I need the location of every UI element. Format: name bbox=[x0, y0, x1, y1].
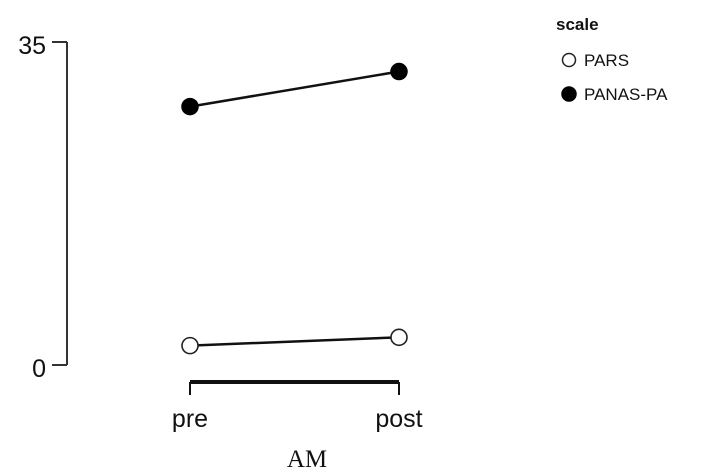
y-tick-label-top: 35 bbox=[18, 32, 46, 60]
series-layer bbox=[181, 62, 408, 355]
legend: scale PARS PANAS-PA bbox=[556, 15, 668, 104]
y-tick-label-bottom: 0 bbox=[32, 355, 46, 383]
series-line-panas-pa bbox=[189, 70, 400, 108]
data-point-pars-pre bbox=[181, 336, 199, 355]
data-point-panas-pa-pre bbox=[181, 97, 199, 116]
x-axis-title: AM bbox=[287, 446, 327, 473]
legend-label-pars: PARS bbox=[584, 51, 629, 70]
x-axis: pre post AM bbox=[172, 380, 423, 473]
legend-title: scale bbox=[556, 15, 599, 34]
data-point-panas-pa-post bbox=[390, 62, 408, 81]
x-tick-label-pre: pre bbox=[172, 405, 208, 433]
legend-marker-pars bbox=[561, 52, 577, 68]
y-axis: 35 0 bbox=[18, 32, 68, 383]
x-tick-label-post: post bbox=[375, 405, 422, 433]
series-line-pars bbox=[189, 336, 400, 347]
data-point-pars-post bbox=[390, 328, 408, 347]
legend-label-panas-pa: PANAS-PA bbox=[584, 85, 668, 104]
legend-marker-panas-pa bbox=[561, 86, 577, 102]
